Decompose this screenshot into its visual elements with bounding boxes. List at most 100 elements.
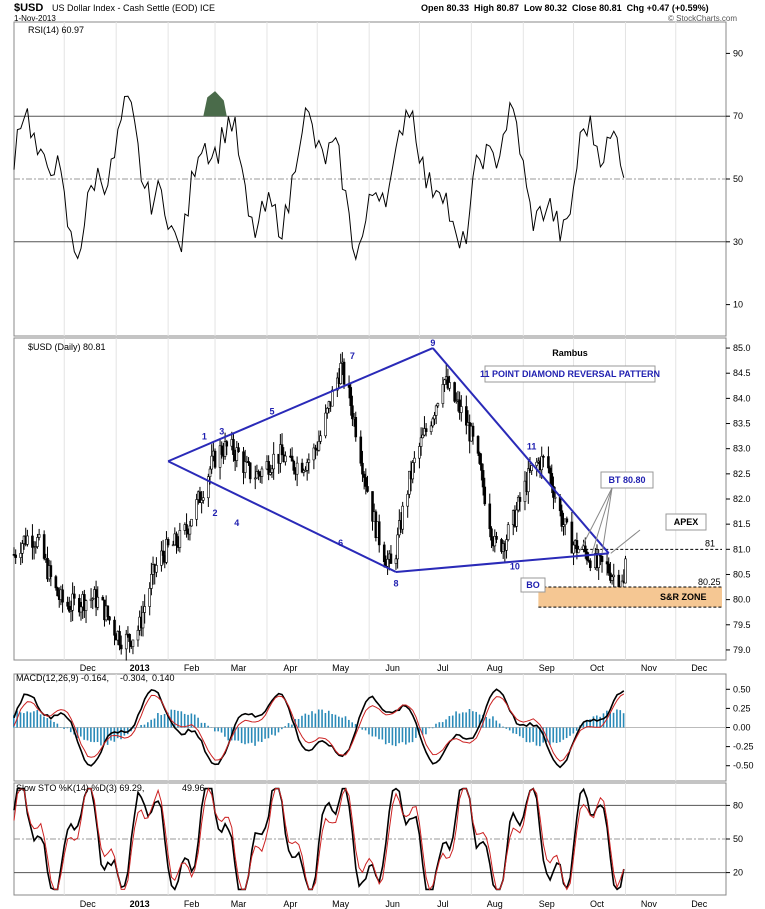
price-bar-body — [171, 544, 175, 547]
price-bar-body — [49, 565, 53, 577]
bt-label: BT 80.80 — [608, 475, 645, 485]
price-bar-body — [300, 462, 304, 473]
macd-hist-bar — [207, 725, 209, 728]
macd-hist-bar — [143, 724, 146, 728]
price-bar-body — [305, 462, 309, 471]
price-x-label: May — [332, 663, 350, 673]
macd-hist-bar — [86, 727, 89, 741]
price-bar-body — [589, 560, 592, 568]
macd-hist-bar — [425, 727, 427, 735]
macd-hist-bar — [475, 711, 477, 728]
macd-hist-bar — [29, 712, 32, 728]
macd-hist-bar — [458, 713, 461, 728]
price-bar-body — [150, 574, 153, 589]
diamond-point-label: 5 — [269, 407, 274, 417]
price-bar-body — [200, 499, 203, 503]
price-bar-body — [237, 447, 240, 453]
price-bar-body — [433, 415, 436, 420]
macd-hist-bar — [582, 722, 585, 728]
price-x-label: Oct — [590, 663, 605, 673]
price-tick-label: 79.0 — [733, 645, 751, 655]
price-bar-body — [336, 377, 339, 391]
price-bar-body — [108, 616, 111, 621]
diamond-point-label: 6 — [338, 538, 343, 548]
price-bar-body — [607, 563, 611, 574]
bo-label-box — [520, 577, 546, 593]
macd-hist-bar — [405, 727, 407, 745]
macd-hist-bar — [472, 711, 474, 728]
price-bar-body — [207, 476, 210, 499]
price-bar-body — [490, 528, 493, 541]
macd-hist-bar — [43, 716, 45, 728]
price-bar-body — [553, 496, 557, 499]
price-bar-body — [527, 468, 530, 493]
price-bar-body — [202, 497, 205, 501]
macd-tick-label: 0.25 — [733, 703, 751, 713]
macd-hist-bar — [270, 727, 273, 735]
price-bar-body — [478, 453, 482, 464]
bottom-x-label: Dec — [691, 899, 708, 909]
macd-hist-bar — [197, 717, 199, 728]
price-bar-body — [597, 554, 600, 568]
price-bar-body — [460, 406, 463, 413]
price-bar-body — [312, 447, 316, 461]
macd-hist-bar — [364, 727, 367, 731]
macd-hist-bar — [13, 714, 15, 728]
price-tick-label: 80.0 — [733, 595, 751, 605]
macd-hist-bar — [46, 718, 49, 728]
macd-hist-bar — [307, 714, 310, 728]
macd-hist-bar — [33, 711, 35, 728]
rsi-tick-label: 70 — [733, 111, 743, 121]
price-bar-body — [436, 403, 440, 407]
macd-hist-bar — [234, 727, 236, 741]
macd-hist-bar — [257, 727, 260, 742]
macd-hist-bar — [103, 727, 106, 744]
price-x-label: Aug — [487, 663, 503, 673]
price-x-label: Apr — [283, 663, 297, 673]
macd-hist-bar — [193, 714, 196, 728]
macd-hist-bar — [428, 727, 431, 729]
macd-hist-bar — [348, 719, 350, 728]
price-bar-body — [558, 496, 562, 512]
macd-hist-bar — [585, 720, 588, 728]
price-bar-body — [124, 633, 128, 650]
macd-hist-bar — [408, 727, 410, 743]
macd-hist-bar — [508, 727, 511, 731]
price-bar-body — [166, 539, 170, 546]
price-bar-body — [34, 546, 38, 548]
price-bar-body — [255, 471, 259, 479]
macd-hist-bar — [250, 727, 253, 743]
macd-hist-bar — [512, 727, 514, 734]
price-bar-body — [270, 468, 274, 473]
macd-hist-bar — [589, 719, 591, 728]
macd-hist-bar — [532, 727, 534, 742]
price-bar-body — [317, 441, 321, 451]
price-x-label: Jul — [437, 663, 449, 673]
diamond-point-label: 7 — [350, 351, 355, 361]
macd-hist-bar — [572, 727, 575, 734]
price-bar-body — [21, 543, 24, 554]
macd-hist-bar — [338, 716, 340, 728]
price-tick-label: 79.5 — [733, 620, 751, 630]
diamond-upper-right — [432, 347, 610, 554]
price-bar-body — [610, 576, 614, 581]
macd-hist-bar — [468, 709, 471, 728]
price-bar-body — [565, 518, 569, 523]
price-bar-body — [223, 441, 227, 457]
rsi-tick-label: 90 — [733, 48, 743, 58]
price-bar-body — [304, 470, 307, 472]
macd-hist-bar — [455, 711, 457, 728]
macd-hist-bar — [56, 723, 59, 728]
price-bar-body — [361, 462, 364, 475]
price-bar-body — [280, 444, 284, 456]
price-bar-body — [260, 468, 264, 477]
bottom-x-label: Aug — [487, 899, 503, 909]
bt-pointer-line — [591, 487, 613, 554]
sto-legend: Slow STO %K(14) %D(3) 69.29, — [16, 783, 144, 793]
sto-tick-label: 20 — [733, 868, 743, 878]
price-bar-body — [143, 606, 146, 613]
price-bar-body — [548, 467, 552, 474]
bt-pointer-line — [578, 487, 613, 554]
price-bar-body — [424, 428, 428, 432]
macd-hist-bar — [304, 713, 307, 728]
